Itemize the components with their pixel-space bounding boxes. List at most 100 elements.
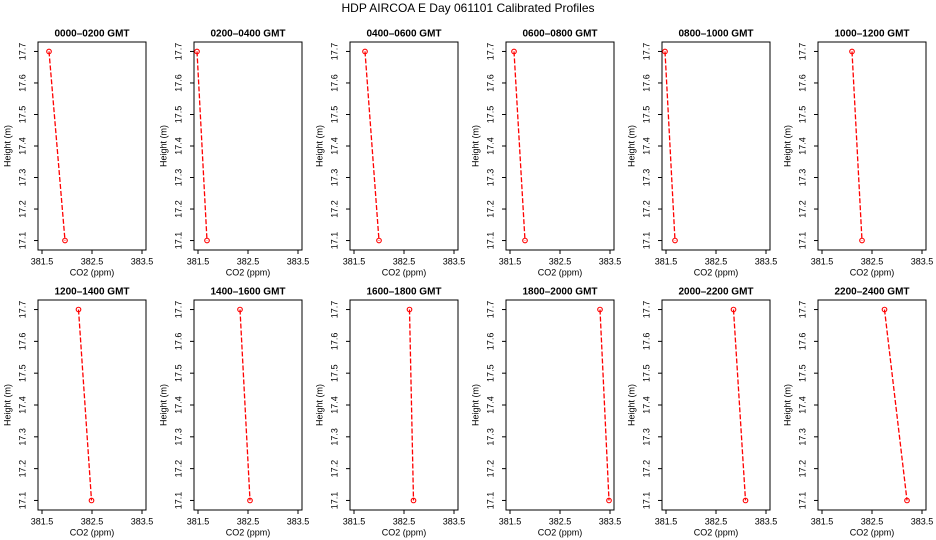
y-tick-label: 17.1 (329, 232, 339, 250)
y-tick-label: 17.6 (17, 333, 27, 351)
profile-point (247, 497, 253, 504)
x-tick-label: 381.5 (343, 516, 366, 526)
x-axis-label: CO2 (ppm) (694, 267, 739, 277)
y-tick-label: 17.7 (17, 43, 27, 61)
x-tick-label: 382.5 (81, 256, 104, 266)
y-tick-label: 17.4 (485, 137, 495, 155)
y-axis-label: Height (m) (158, 384, 168, 426)
profile-point (606, 497, 612, 504)
profile-line (883, 309, 908, 501)
x-axis-label: CO2 (ppm) (694, 527, 739, 537)
y-tick-label: 17.4 (485, 396, 495, 414)
y-tick-label: 17.4 (17, 137, 27, 155)
y-tick-label: 17.4 (797, 396, 807, 414)
y-tick-label: 17.1 (173, 232, 183, 250)
profile-point (88, 497, 95, 504)
x-tick-label: 383.5 (287, 516, 310, 526)
x-axis-label: CO2 (ppm) (70, 527, 115, 537)
profile-line (513, 51, 526, 241)
y-tick-label: 17.6 (797, 333, 807, 351)
x-axis-label: CO2 (ppm) (70, 267, 115, 277)
y-tick-label: 17.6 (173, 74, 183, 92)
x-axis-label: CO2 (ppm) (226, 527, 271, 537)
profile-point (237, 306, 243, 313)
y-tick-label: 17.2 (329, 200, 339, 218)
y-axis-label: Height (m) (314, 125, 324, 167)
profile-point (742, 497, 749, 504)
profile-line (599, 309, 610, 501)
profile-point (75, 306, 82, 313)
y-tick-label: 17.6 (797, 74, 807, 92)
y-tick-label: 17.2 (485, 200, 495, 218)
y-tick-label: 17.6 (485, 74, 495, 92)
y-tick-label: 17.5 (797, 106, 807, 124)
x-tick-label: 382.5 (237, 516, 260, 526)
y-tick-label: 17.2 (329, 460, 339, 478)
y-tick-label: 17.5 (641, 106, 651, 124)
y-tick-label: 17.1 (173, 492, 183, 510)
x-tick-label: 382.5 (861, 516, 884, 526)
x-tick-label: 383.5 (131, 516, 154, 526)
y-tick-label: 17.4 (173, 137, 183, 155)
y-tick-label: 17.7 (641, 301, 651, 319)
y-tick-label: 17.6 (485, 333, 495, 351)
profile-point (904, 497, 910, 504)
profile-line (408, 309, 415, 501)
plot-frame (193, 299, 303, 511)
y-tick-label: 17.2 (797, 460, 807, 478)
panel-title: 1800–2000 GMT (522, 287, 597, 298)
plot-frame (349, 299, 459, 511)
y-tick-label: 17.3 (797, 428, 807, 446)
y-tick-label: 17.3 (173, 428, 183, 446)
profile-point (511, 48, 517, 55)
x-tick-label: 382.5 (393, 516, 416, 526)
y-tick-label: 17.3 (173, 169, 183, 187)
plot-frame (505, 41, 615, 251)
y-tick-label: 17.6 (641, 74, 651, 92)
y-tick-label: 17.1 (485, 492, 495, 510)
profile-line (196, 51, 208, 241)
y-tick-label: 17.6 (641, 333, 651, 351)
x-tick-label: 383.5 (443, 256, 466, 266)
y-tick-label: 17.2 (797, 200, 807, 218)
y-tick-label: 17.3 (641, 428, 651, 446)
x-axis-label: CO2 (ppm) (850, 527, 895, 537)
x-tick-label: 381.5 (187, 516, 210, 526)
profile-point (597, 306, 603, 313)
y-tick-label: 17.7 (797, 43, 807, 61)
x-tick-label: 382.5 (705, 256, 728, 266)
y-tick-label: 17.3 (17, 428, 27, 446)
panel-title: 0600–0800 GMT (522, 29, 597, 40)
x-tick-label: 381.5 (343, 256, 366, 266)
y-tick-label: 17.4 (17, 396, 27, 414)
x-tick-label: 383.5 (911, 256, 934, 266)
profile-point (730, 306, 737, 313)
x-tick-label: 382.5 (549, 516, 572, 526)
y-tick-label: 17.1 (17, 232, 27, 250)
y-tick-label: 17.2 (173, 200, 183, 218)
profile-point (62, 237, 68, 244)
profile-point (362, 48, 368, 55)
profile-point (522, 237, 528, 244)
y-tick-label: 17.4 (329, 137, 339, 155)
x-axis-label: CO2 (ppm) (850, 267, 895, 277)
y-tick-label: 17.7 (173, 43, 183, 61)
y-tick-label: 17.4 (173, 396, 183, 414)
profile-point (46, 48, 52, 55)
x-tick-label: 381.5 (655, 256, 678, 266)
y-tick-label: 17.4 (641, 396, 651, 414)
y-tick-label: 17.1 (797, 232, 807, 250)
y-tick-label: 17.7 (17, 301, 27, 319)
x-tick-label: 383.5 (599, 516, 622, 526)
y-tick-label: 17.1 (17, 492, 27, 510)
y-tick-label: 17.6 (329, 74, 339, 92)
profile-line (664, 51, 676, 241)
y-tick-label: 17.5 (485, 106, 495, 124)
y-tick-label: 17.5 (641, 364, 651, 382)
y-tick-label: 17.5 (329, 106, 339, 124)
y-tick-label: 17.3 (329, 169, 339, 187)
x-tick-label: 383.5 (287, 256, 310, 266)
y-tick-label: 17.4 (641, 137, 651, 155)
y-tick-label: 17.5 (797, 364, 807, 382)
panel-title: 0400–0600 GMT (366, 29, 441, 40)
